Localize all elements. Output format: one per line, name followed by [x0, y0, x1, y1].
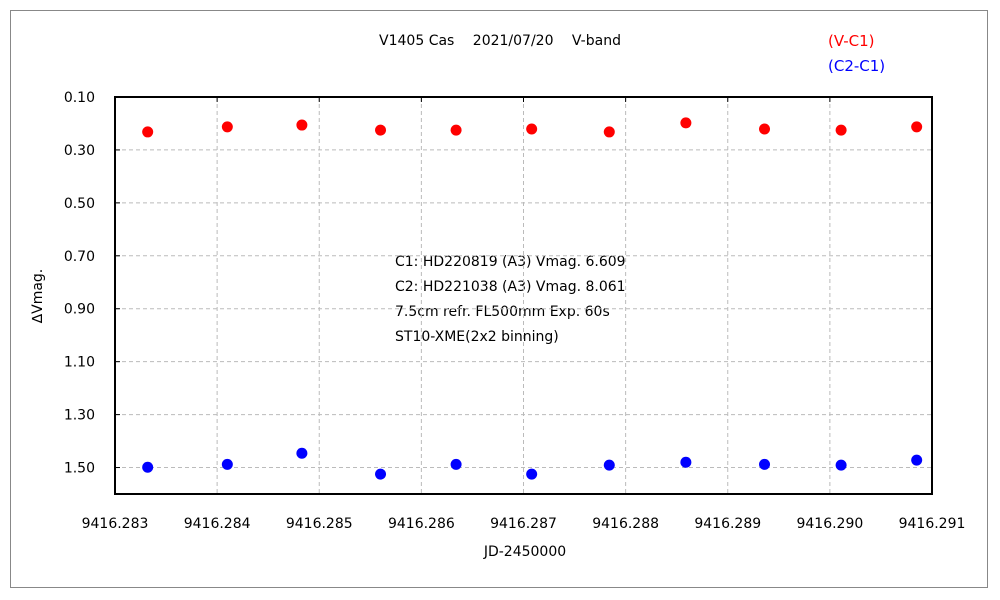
x-tick-label: 9416.286: [388, 516, 455, 532]
x-tick-label: 9416.283: [82, 516, 149, 532]
x-tick-label: 9416.289: [694, 516, 761, 532]
x-tick-label: 9416.284: [184, 516, 251, 532]
point-c2-c1: [221, 458, 233, 470]
legend-c2-c1: (C2-C1): [828, 57, 885, 75]
y-tick-label: 0.70: [64, 249, 95, 265]
point-c2-c1: [142, 461, 154, 473]
point-c2-c1: [680, 456, 692, 468]
annotation-line-2: C2: HD221038 (A3) Vmag. 8.061: [395, 279, 626, 295]
annotation-line-3: 7.5cm refr. FL500mm Exp. 60s: [395, 304, 610, 320]
point-c2-c1: [526, 468, 538, 480]
point-v-c1: [911, 121, 923, 133]
y-tick-label: 0.50: [64, 196, 95, 212]
point-v-c1: [603, 126, 615, 138]
point-c2-c1: [603, 459, 615, 471]
point-v-c1: [450, 124, 462, 136]
annotation-line-4: ST10-XME(2x2 binning): [395, 329, 559, 345]
x-tick-label: 9416.285: [286, 516, 353, 532]
x-tick-label: 9416.291: [899, 516, 966, 532]
y-tick-label: 1.10: [64, 355, 95, 371]
point-v-c1: [835, 124, 847, 136]
point-c2-c1: [450, 458, 462, 470]
x-tick-label: 9416.288: [592, 516, 659, 532]
legend-v-c1: (V-C1): [828, 32, 875, 50]
point-c2-c1: [911, 454, 923, 466]
point-v-c1: [526, 123, 538, 135]
plot-area-border: [114, 96, 933, 495]
point-v-c1: [221, 121, 233, 133]
y-tick-label: 0.90: [64, 302, 95, 318]
x-tick-label: 9416.290: [796, 516, 863, 532]
point-c2-c1: [835, 459, 847, 471]
y-tick-label: 1.50: [64, 461, 95, 477]
point-v-c1: [142, 126, 154, 138]
point-c2-c1: [759, 458, 771, 470]
chart-frame: [10, 10, 988, 588]
point-c2-c1: [375, 468, 387, 480]
point-c2-c1: [296, 447, 308, 459]
point-v-c1: [680, 117, 692, 129]
chart-title: V1405 Cas 2021/07/20 V-band: [379, 33, 621, 49]
point-v-c1: [759, 123, 771, 135]
y-tick-label: 1.30: [64, 408, 95, 424]
y-tick-label: 0.30: [64, 143, 95, 159]
y-axis-label: ∆Vmag.: [30, 269, 46, 325]
x-tick-label: 9416.287: [490, 516, 557, 532]
x-axis-label: JD-2450000: [483, 544, 566, 560]
y-tick-label: 0.10: [64, 90, 95, 106]
point-v-c1: [296, 119, 308, 131]
point-v-c1: [375, 124, 387, 136]
annotation-line-1: C1: HD220819 (A3) Vmag. 6.609: [395, 254, 626, 270]
